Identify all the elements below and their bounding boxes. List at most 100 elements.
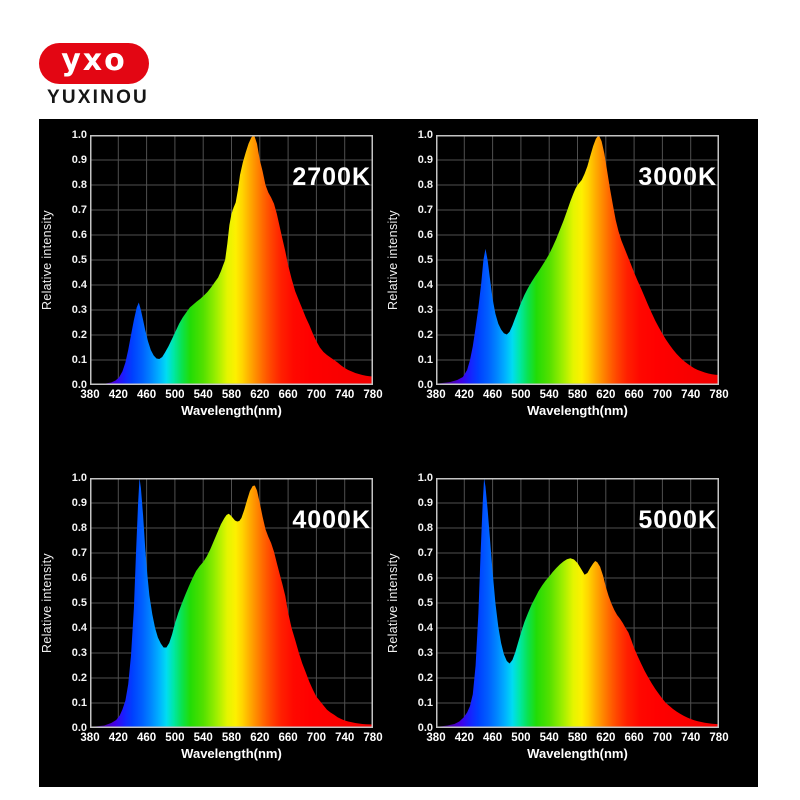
spectrum-area	[90, 478, 373, 728]
x-tick-label: 620	[250, 732, 270, 744]
x-tick-label: 660	[278, 732, 298, 744]
spectrum-plot	[90, 135, 373, 385]
plot-border	[90, 135, 373, 385]
spectrum-chart-5000k: Relative intensity 1.0 0.9 0.8 0.7 0.6 0.5 0.4…	[385, 462, 731, 796]
y-tick-label: 0.7	[417, 547, 433, 559]
x-tick-label: 780	[709, 389, 729, 401]
x-tick-label: 580	[567, 389, 588, 401]
x-tick-label: 740	[681, 389, 701, 401]
y-axis-tick-labels: 1.0 0.9 0.8 0.7 0.6 0.5 0.4 0.3 0.2 0.1 0.0	[399, 472, 433, 734]
y-tick-label: 1.0	[417, 129, 433, 141]
y-tick-label: 0.8	[71, 522, 87, 534]
y-axis-tick-labels: 1.0 0.9 0.8 0.7 0.6 0.5 0.4 0.3 0.2 0.1 0.0	[399, 129, 433, 391]
spectra-panel: Relative intensity 1.0 0.9 0.8 0.7 0.6 0.5 0.4…	[39, 119, 758, 787]
y-tick-label: 0.6	[417, 229, 433, 241]
brand-logo: yxo YUXINOU	[39, 43, 157, 109]
x-tick-label: 780	[363, 389, 383, 401]
spectrum-area	[90, 135, 373, 385]
x-tick-label: 700	[306, 389, 326, 401]
spectrum-chart-4000k: Relative intensity 1.0 0.9 0.8 0.7 0.6 0.5 0.4…	[39, 462, 385, 796]
x-tick-label: 580	[567, 732, 588, 744]
x-axis-tick-labels: 380 420 460 500 540 580 620 660 700 740 780	[80, 732, 382, 746]
y-tick-label: 0.2	[71, 672, 87, 684]
y-tick-label: 0.5	[71, 254, 87, 266]
x-axis-title: Wavelength(nm)	[527, 403, 628, 418]
x-tick-label: 700	[306, 732, 326, 744]
y-tick-label: 0.3	[417, 304, 433, 316]
y-tick-label: 1.0	[71, 129, 87, 141]
y-tick-label: 0.6	[71, 229, 87, 241]
x-tick-label: 380	[426, 732, 446, 744]
y-tick-label: 0.4	[71, 622, 87, 634]
color-temperature-label: 3000K	[638, 163, 717, 191]
x-tick-label: 740	[335, 389, 355, 401]
x-tick-label: 660	[624, 732, 644, 744]
x-tick-label: 380	[80, 389, 100, 401]
x-tick-label: 740	[335, 732, 355, 744]
x-tick-label: 580	[221, 732, 242, 744]
x-tick-label: 700	[652, 732, 672, 744]
x-axis-tick-labels: 380 420 460 500 540 580 620 660 700 740 780	[80, 389, 382, 403]
x-tick-label: 620	[250, 389, 270, 401]
x-tick-label: 780	[363, 732, 383, 744]
y-axis-tick-labels: 1.0 0.9 0.8 0.7 0.6 0.5 0.4 0.3 0.2 0.1 0.0	[53, 129, 87, 391]
x-tick-label: 500	[511, 732, 531, 744]
brand-logo-wordmark: YUXINOU	[47, 87, 149, 108]
y-tick-label: 0.4	[417, 279, 433, 291]
y-tick-label: 0.7	[71, 547, 87, 559]
x-tick-label: 540	[193, 389, 213, 401]
x-tick-label: 660	[278, 389, 298, 401]
x-tick-label: 460	[483, 389, 503, 401]
x-tick-label: 700	[652, 389, 672, 401]
y-tick-label: 0.8	[417, 179, 433, 191]
y-tick-label: 0.2	[417, 329, 433, 341]
spectrum-chart-2700k: Relative intensity 1.0 0.9 0.8 0.7 0.6 0.5 0.4…	[39, 119, 385, 453]
x-tick-label: 420	[454, 389, 474, 401]
y-tick-label: 0.6	[71, 572, 87, 584]
spectrum-plot	[90, 478, 373, 728]
y-tick-label: 0.9	[417, 497, 433, 509]
y-tick-label: 0.3	[417, 647, 433, 659]
x-tick-label: 580	[221, 389, 242, 401]
y-tick-label: 0.3	[71, 304, 87, 316]
y-axis-tick-labels: 1.0 0.9 0.8 0.7 0.6 0.5 0.4 0.3 0.2 0.1 0.0	[53, 472, 87, 734]
y-tick-label: 0.5	[71, 597, 87, 609]
brand-logo-mark-text: yxo	[61, 42, 127, 78]
y-tick-label: 0.1	[417, 354, 433, 366]
y-tick-label: 0.7	[417, 204, 433, 216]
y-tick-label: 0.8	[417, 522, 433, 534]
spectrum-chart-3000k: Relative intensity 1.0 0.9 0.8 0.7 0.6 0.5 0.4…	[385, 119, 731, 453]
x-tick-label: 500	[511, 389, 531, 401]
y-tick-label: 0.5	[417, 254, 433, 266]
y-tick-label: 0.8	[71, 179, 87, 191]
x-tick-label: 420	[108, 389, 128, 401]
y-tick-label: 1.0	[71, 472, 87, 484]
spectrum-plot	[436, 135, 719, 385]
y-tick-label: 0.6	[417, 572, 433, 584]
color-temperature-label: 5000K	[638, 506, 717, 534]
plot-border	[436, 478, 719, 728]
x-axis-title: Wavelength(nm)	[181, 403, 282, 418]
x-tick-label: 460	[137, 389, 157, 401]
x-tick-label: 620	[596, 389, 616, 401]
spectrum-plot	[436, 478, 719, 728]
y-tick-label: 0.0	[71, 379, 87, 391]
y-tick-label: 0.1	[71, 354, 87, 366]
color-temperature-label: 4000K	[292, 506, 371, 534]
x-tick-label: 540	[193, 732, 213, 744]
y-tick-label: 0.9	[71, 154, 87, 166]
x-tick-label: 540	[539, 732, 559, 744]
y-tick-label: 1.0	[417, 472, 433, 484]
y-tick-label: 0.7	[71, 204, 87, 216]
y-tick-label: 0.0	[417, 722, 433, 734]
x-tick-label: 780	[709, 732, 729, 744]
y-tick-label: 0.9	[417, 154, 433, 166]
brand-logo-mark: yxo	[39, 43, 149, 84]
y-tick-label: 0.2	[417, 672, 433, 684]
color-temperature-label: 2700K	[292, 163, 371, 191]
x-tick-label: 460	[483, 732, 503, 744]
y-tick-label: 0.4	[71, 279, 87, 291]
y-tick-label: 0.0	[71, 722, 87, 734]
y-tick-label: 0.3	[71, 647, 87, 659]
